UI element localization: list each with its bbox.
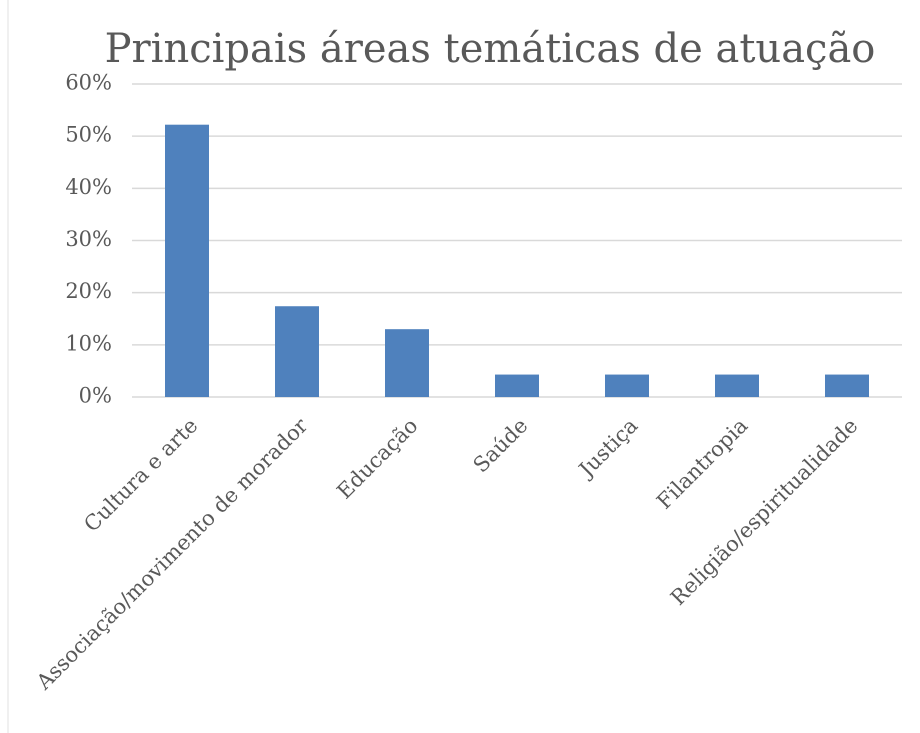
bar [495,374,539,397]
y-tick-label: 20% [65,279,112,303]
bar [275,306,319,397]
y-tick-label: 0% [79,384,112,408]
bar [385,329,429,397]
chart-title: Principais áreas temáticas de atuação [105,26,876,72]
y-tick-label: 50% [65,123,112,147]
y-tick-label: 30% [65,227,112,251]
bar [165,124,209,397]
y-tick-label: 60% [65,71,112,95]
bar [715,374,759,397]
bar [825,374,869,397]
y-tick-label: 10% [65,331,112,355]
bar [605,374,649,397]
y-tick-label: 40% [65,175,112,199]
